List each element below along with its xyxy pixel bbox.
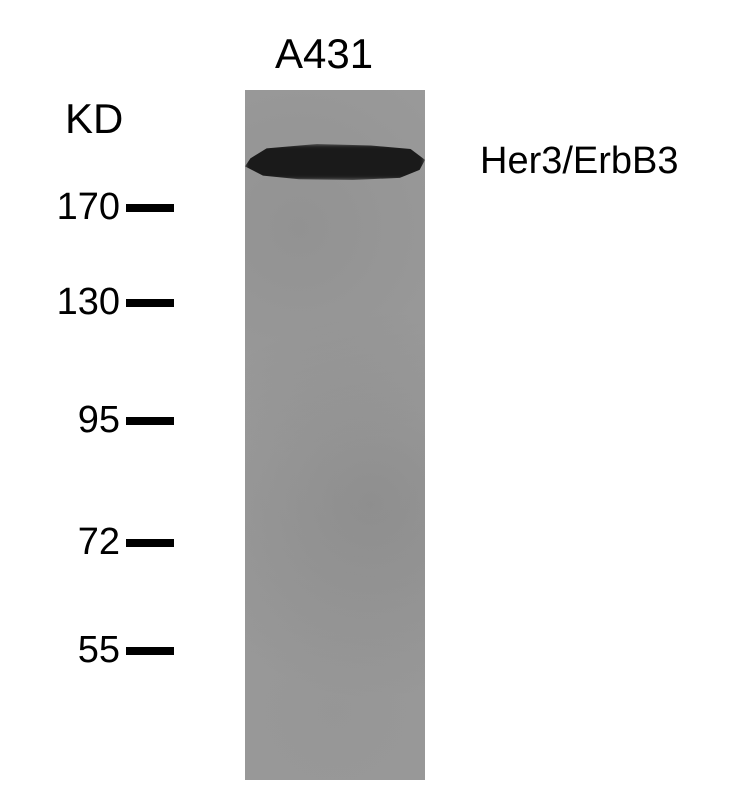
- kd-axis-label: KD: [65, 95, 123, 143]
- mw-value: 170: [40, 186, 120, 229]
- mw-tick: [126, 417, 174, 425]
- mw-value: 72: [40, 521, 120, 564]
- mw-marker-72: 72: [40, 521, 174, 564]
- mw-value: 95: [40, 399, 120, 442]
- target-label: Her3/ErbB3: [480, 140, 679, 183]
- lane-label: A431: [275, 30, 373, 78]
- band-Her3/ErbB3: [245, 144, 425, 180]
- mw-marker-130: 130: [40, 281, 174, 324]
- mw-marker-55: 55: [40, 629, 174, 672]
- mw-tick: [126, 647, 174, 655]
- blot-lane: [245, 90, 425, 780]
- mw-tick: [126, 204, 174, 212]
- mw-value: 55: [40, 629, 120, 672]
- mw-tick: [126, 299, 174, 307]
- mw-marker-95: 95: [40, 399, 174, 442]
- mw-marker-170: 170: [40, 186, 174, 229]
- mw-value: 130: [40, 281, 120, 324]
- western-blot-figure: KD A431 170 130 95 72 55 Her3/ErbB3: [0, 0, 751, 800]
- mw-tick: [126, 539, 174, 547]
